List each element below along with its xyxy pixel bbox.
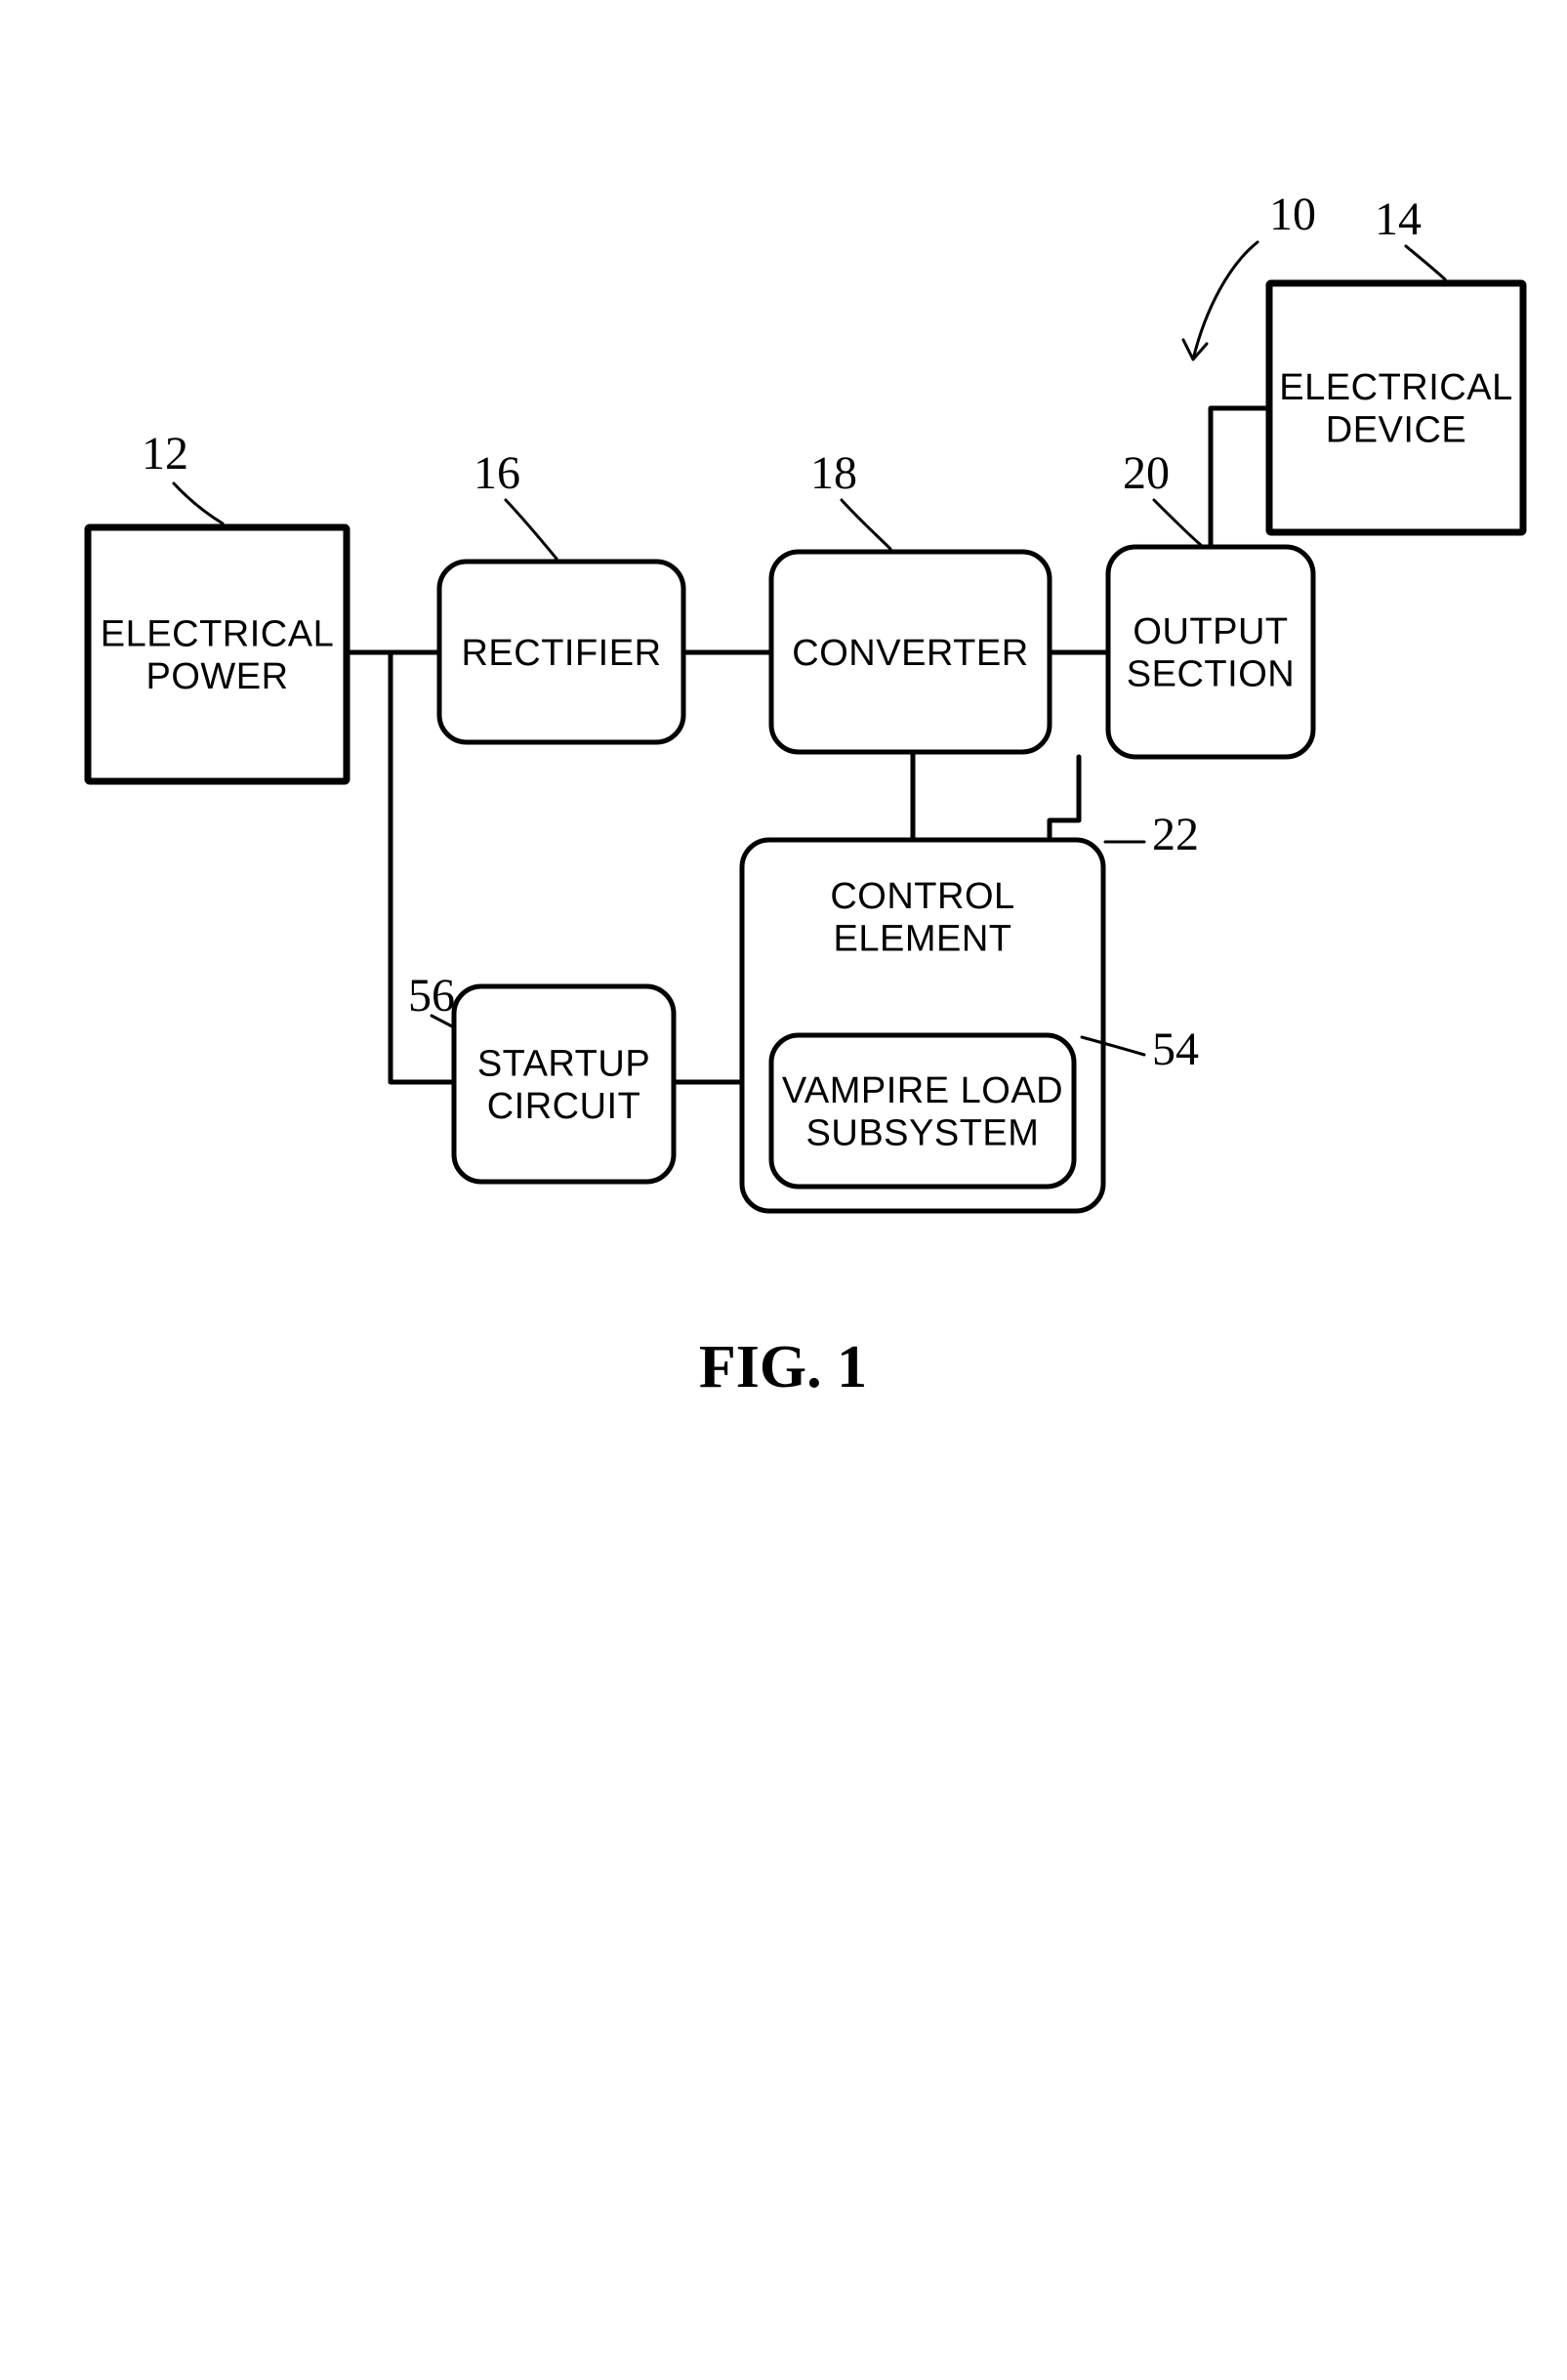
ref-numeral-10: 10 [1269,188,1316,240]
figure-caption: FIG. 1 [699,1334,867,1400]
ref-leader-20 [1154,500,1201,545]
ref-leader-10 [1193,242,1258,359]
node-output_section-label: OUTPUT [1133,611,1288,652]
node-electrical_device-label: DEVICE [1326,410,1466,451]
ref-numeral-54: 54 [1152,1023,1199,1075]
node-electrical_power-label: ELECTRICAL [101,613,334,654]
node-electrical_device: ELECTRICALDEVICE [1269,283,1523,532]
node-startup_circuit-label: STARTUP [477,1043,650,1084]
node-converter-label: CONVERTER [792,633,1028,674]
node-control_element-label: ELEMENT [834,919,1012,960]
node-output_section: OUTPUTSECTION [1108,547,1313,757]
ref-leader-16 [506,500,557,559]
figure-1-diagram: ELECTRICALPOWERRECTIFIERCONVERTEROUTPUTS… [0,0,1567,2380]
node-rectifier: RECTIFIER [439,562,683,742]
node-vampire_load-label: VAMPIRE LOAD [782,1070,1063,1111]
connector-output_section-control_element [1050,757,1079,842]
node-startup_circuit-label: CIRCUIT [487,1086,641,1127]
ref-numeral-56: 56 [408,970,455,1022]
ref-numeral-14: 14 [1375,193,1422,245]
ref-numeral-20: 20 [1123,447,1170,499]
node-startup_circuit: STARTUPCIRCUIT [454,986,674,1182]
node-rectifier-label: RECTIFIER [461,633,661,674]
node-electrical_power: ELECTRICALPOWER [88,527,347,781]
ref-numeral-12: 12 [142,428,188,480]
node-vampire_load-label: SUBSYSTEM [806,1113,1040,1154]
nodes: ELECTRICALPOWERRECTIFIERCONVERTEROUTPUTS… [88,283,1523,1211]
ref-numeral-16: 16 [474,447,520,499]
ref-numeral-18: 18 [810,447,857,499]
node-control_element-label: CONTROL [830,876,1014,917]
connector-output_section-electrical_device [1211,408,1269,547]
ref-leader-14 [1406,246,1445,279]
node-converter: CONVERTER [771,552,1050,752]
node-output_section-label: SECTION [1127,654,1295,695]
node-vampire_load: VAMPIRE LOADSUBSYSTEM [771,1035,1074,1187]
ref-numeral-22: 22 [1152,809,1199,860]
node-electrical_power-label: POWER [145,656,288,697]
node-electrical_device-label: ELECTRICAL [1279,367,1512,408]
ref-leader-18 [842,500,890,549]
ref-leader-12 [174,483,223,523]
